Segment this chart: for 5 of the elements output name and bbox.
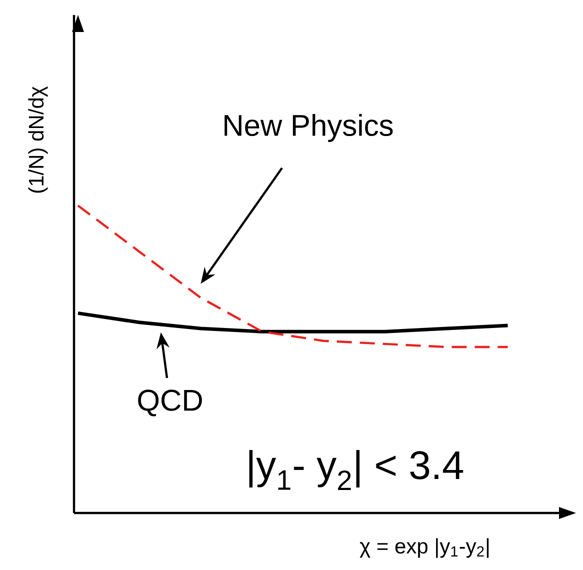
y-axis-title: (1/N) dN/dχ [28,86,48,193]
text: New Physics [224,114,393,142]
legend-label: QCD [138,390,202,416]
x-axis-title: χ = exp |y$_{1}$-y$_{2}$| [360,538,489,558]
annotation: |y$_{1}$- y$_{2}$| < 3.4 [249,450,464,490]
